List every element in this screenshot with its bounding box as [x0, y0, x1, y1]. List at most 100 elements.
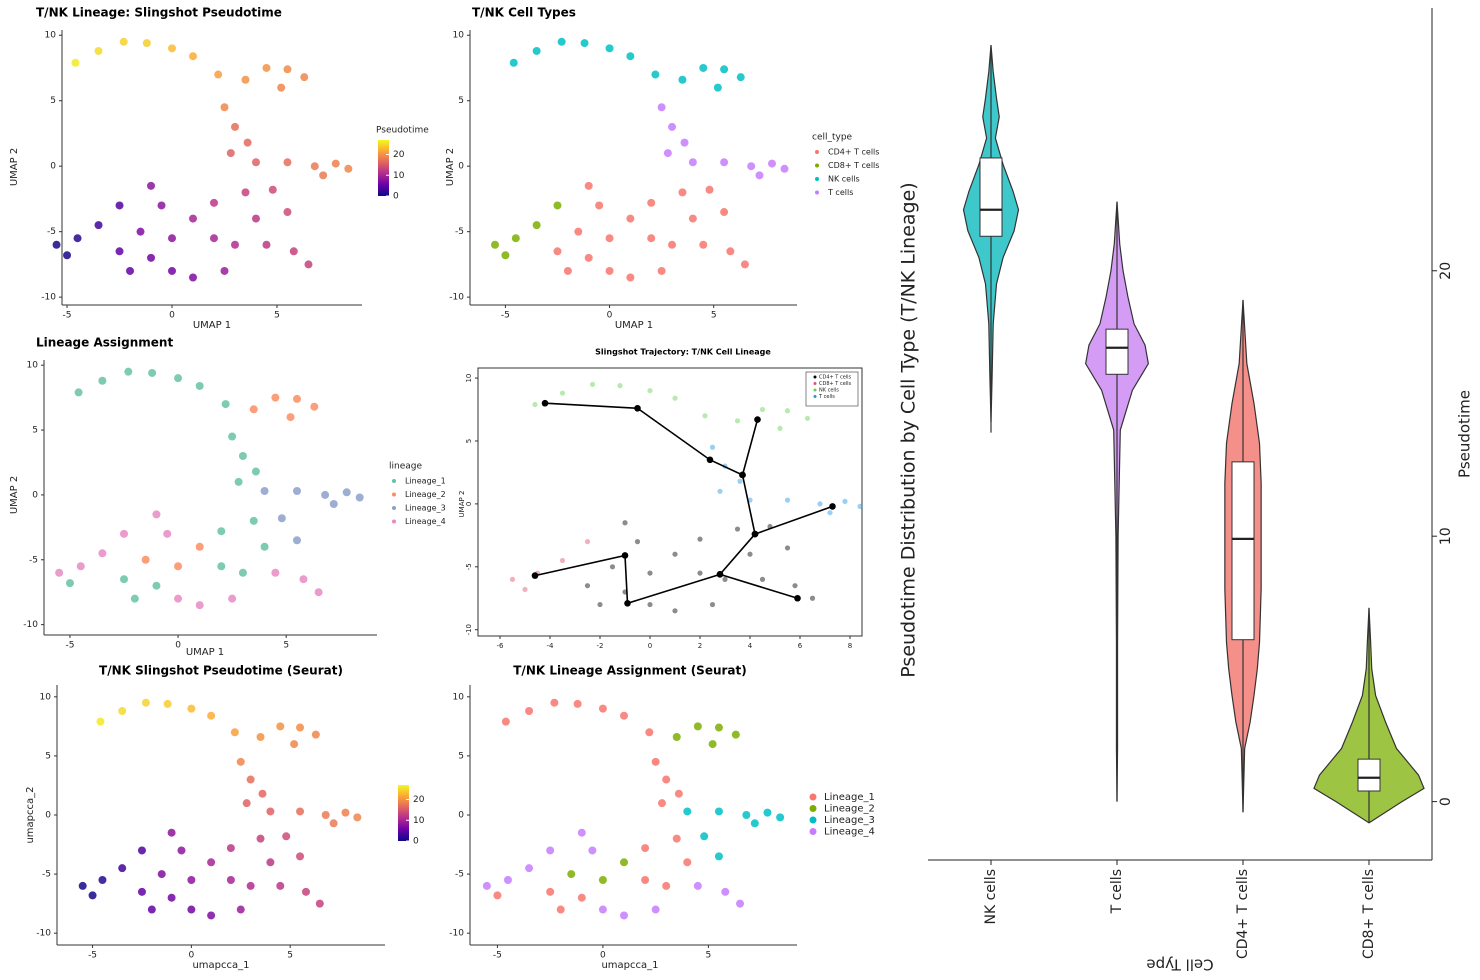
- legend-swatch: [815, 190, 819, 195]
- y-tick-label: 0: [458, 162, 464, 172]
- point: [622, 520, 628, 526]
- point: [315, 899, 324, 908]
- y-tick-label: 0: [1438, 797, 1454, 806]
- point: [672, 834, 681, 843]
- scatter-panel: -5 0 5 -10 -5 0 5 10 T/NK Cell Types UMAP 1 UMAP 2…: [445, 6, 879, 332]
- point: [532, 401, 538, 408]
- point: [784, 497, 791, 503]
- scatter-panel: -5 0 5 -10 -5 0 5 10 Lineage Assignment UMAP 1 UMA…: [9, 336, 446, 659]
- legend-swatch: [809, 816, 817, 824]
- point: [246, 881, 255, 890]
- point: [214, 70, 223, 79]
- point: [651, 757, 660, 766]
- x-tick-label: -5: [88, 951, 97, 961]
- y-tick-label: 5: [32, 426, 38, 436]
- legend-swatch: [813, 388, 817, 392]
- scatter-panel: -5 0 5 -10 -5 0 5 10 T/NK Lineage: Slingshot Pse…: [9, 6, 429, 332]
- y-tick-label: 10: [1438, 527, 1454, 545]
- panel-title: T/NK Lineage Assignment (Seurat): [513, 664, 747, 678]
- legend-label: CD4+ T cells: [828, 148, 879, 157]
- y-tick-label: -5: [29, 555, 38, 565]
- point: [817, 501, 823, 507]
- point: [626, 273, 635, 282]
- legend-label: T cells: [818, 394, 835, 400]
- point: [713, 83, 722, 92]
- point: [501, 251, 510, 260]
- point: [482, 881, 491, 890]
- point: [605, 234, 614, 243]
- point: [584, 583, 591, 589]
- point: [509, 576, 516, 582]
- point: [207, 711, 216, 720]
- point: [598, 876, 607, 884]
- panel-title: T/NK Cell Types: [472, 6, 576, 20]
- point: [647, 601, 653, 608]
- point: [310, 162, 319, 171]
- point: [310, 402, 319, 411]
- point: [226, 149, 235, 158]
- point: [118, 707, 127, 715]
- point: [734, 526, 741, 532]
- point: [580, 39, 589, 48]
- point: [503, 876, 512, 884]
- point: [329, 819, 338, 828]
- point: [167, 828, 176, 837]
- point: [668, 240, 677, 249]
- y-tick-label: -10: [449, 929, 464, 939]
- point: [126, 266, 135, 275]
- legend-label: T cells: [827, 188, 853, 197]
- point: [141, 698, 150, 707]
- point: [804, 415, 811, 421]
- y-axis-title: UMAP 2: [9, 476, 20, 514]
- point: [115, 247, 124, 256]
- point: [55, 568, 64, 577]
- point: [617, 383, 623, 389]
- point: [271, 393, 280, 402]
- point: [238, 451, 247, 460]
- point: [584, 539, 591, 545]
- point: [152, 510, 161, 519]
- point: [620, 911, 629, 920]
- point: [509, 58, 518, 67]
- scatter-panel: -5 0 5 -10 -5 0 5 10 T/NK Lineage Assignment (Se…: [449, 664, 875, 972]
- point: [563, 266, 572, 275]
- point: [262, 63, 271, 72]
- x-tick-label: 5: [706, 951, 712, 961]
- x-tick-label: -5: [493, 951, 502, 961]
- panel-title: T/NK Slingshot Pseudotime (Seurat): [99, 664, 343, 678]
- point: [292, 536, 301, 545]
- x-axis-title: umapcca_1: [192, 960, 249, 971]
- box: [1231, 461, 1255, 641]
- x-tick-label: 5: [287, 951, 293, 961]
- point: [792, 583, 798, 589]
- point: [147, 905, 156, 914]
- point: [234, 477, 243, 486]
- box: [979, 157, 1003, 237]
- point: [292, 394, 301, 403]
- legend-swatch: [813, 375, 817, 379]
- point: [157, 870, 166, 879]
- point: [256, 834, 265, 843]
- point: [842, 498, 848, 504]
- point: [657, 266, 666, 275]
- point: [251, 214, 260, 223]
- point: [680, 138, 689, 147]
- point: [137, 887, 146, 896]
- point: [174, 594, 183, 603]
- point: [546, 846, 555, 855]
- point: [736, 73, 745, 82]
- point: [230, 240, 239, 249]
- point: [532, 221, 541, 230]
- point: [740, 260, 749, 269]
- point: [242, 799, 251, 808]
- point: [283, 208, 292, 217]
- legend-label: Lineage_1: [824, 792, 875, 803]
- point: [784, 545, 791, 551]
- y-tick-label: 5: [465, 439, 473, 443]
- point: [693, 722, 702, 731]
- point: [174, 374, 183, 383]
- box: [1357, 758, 1381, 792]
- point: [130, 594, 139, 603]
- scatter-panel: -5 0 5 -10 -5 0 5 10 T/NK Slingshot Pseudotime (…: [25, 664, 425, 972]
- point: [163, 699, 172, 708]
